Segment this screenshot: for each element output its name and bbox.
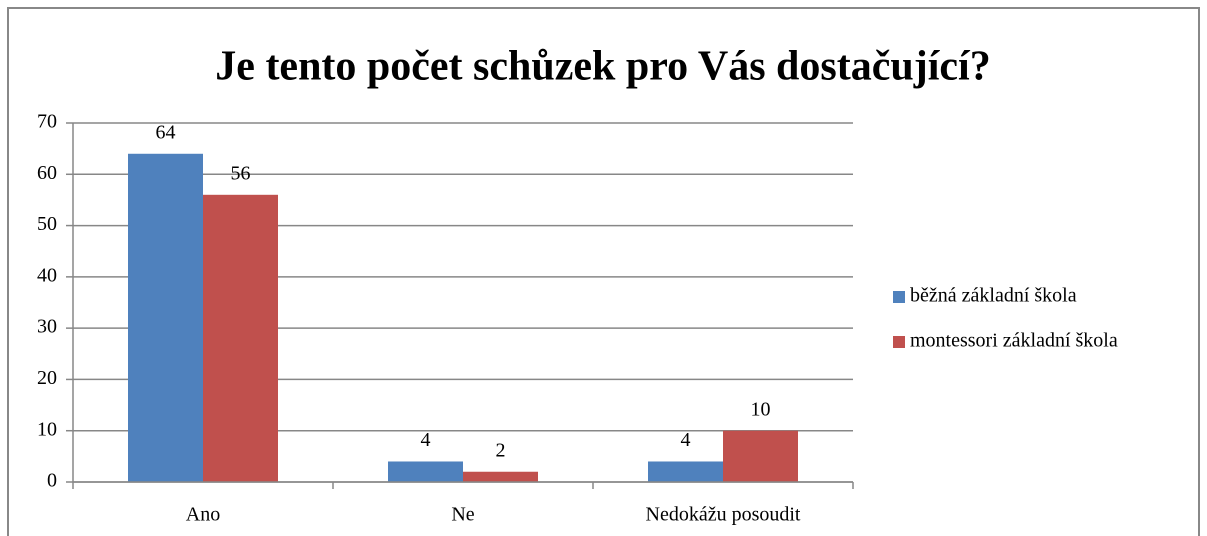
y-tick-label: 60 (37, 162, 57, 184)
x-tick-label: Ano (186, 504, 220, 526)
bar (203, 194, 278, 483)
y-tick-label: 20 (37, 367, 57, 389)
y-tick-label: 70 (37, 111, 57, 133)
legend-swatch (893, 336, 905, 348)
bar (723, 430, 798, 482)
bar (388, 461, 463, 482)
bar (463, 471, 538, 482)
bar (128, 153, 203, 482)
data-label: 2 (496, 439, 506, 461)
y-tick-label: 10 (37, 418, 57, 440)
chart-title: Je tento počet schůzek pro Vás dostačují… (215, 44, 990, 90)
bar (648, 461, 723, 482)
y-tick-label: 0 (47, 470, 57, 492)
data-label: 56 (231, 162, 251, 184)
x-tick-label: Nedokážu posoudit (646, 504, 801, 526)
legend-label: běžná základní škola (910, 285, 1077, 307)
legend-label: montessori základní škola (910, 330, 1118, 352)
data-label: 4 (681, 429, 691, 451)
x-tick-label: Ne (451, 504, 474, 526)
legend-swatch (893, 291, 905, 303)
data-label: 64 (156, 121, 176, 143)
data-label: 4 (421, 429, 431, 451)
y-tick-label: 30 (37, 316, 57, 338)
y-tick-label: 40 (37, 264, 57, 286)
y-tick-label: 50 (37, 213, 57, 235)
data-label: 10 (751, 398, 771, 420)
